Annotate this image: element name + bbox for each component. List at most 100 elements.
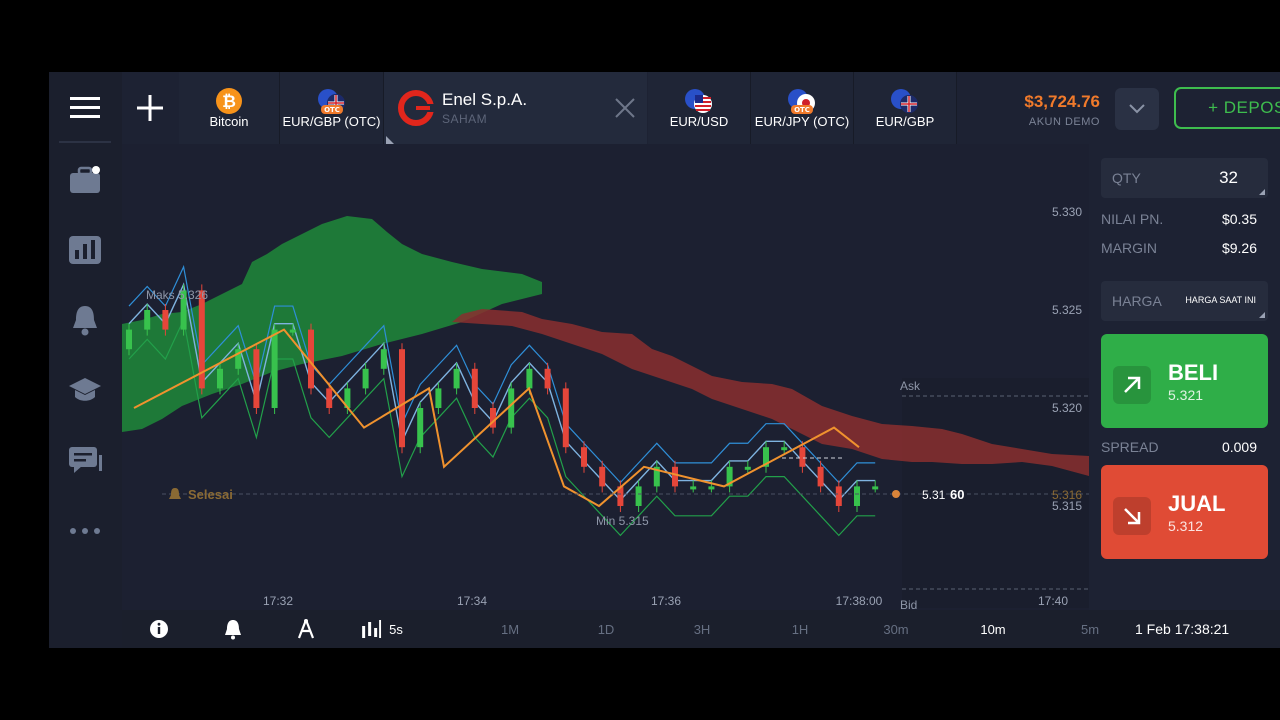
qty-corner-marker [1259, 189, 1265, 195]
tab-label: Bitcoin [209, 114, 249, 129]
candle [817, 466, 824, 487]
more-icon[interactable] [67, 513, 103, 549]
timeframe-button[interactable]: 5s [361, 610, 403, 648]
expiry-marker: Selesai [169, 487, 233, 502]
min-label: Min 5.315 [596, 514, 649, 528]
indicator-lines [128, 264, 876, 537]
candle [799, 447, 806, 467]
candle [435, 388, 442, 408]
candle [362, 368, 369, 389]
drawing-tools-button[interactable] [296, 610, 316, 648]
eur-gbp-flag-icon: OTC [317, 89, 345, 114]
tab-label: EUR/GBP [875, 114, 935, 129]
info-button[interactable] [149, 610, 169, 648]
ask-label: Ask [900, 379, 921, 393]
candle [344, 388, 351, 408]
bell-icon[interactable] [67, 302, 103, 338]
candle [380, 349, 387, 369]
sell-price: 5.312 [1168, 518, 1204, 534]
account-balance[interactable]: $3,724.76 [1024, 92, 1100, 111]
bid-label: Bid [900, 598, 917, 610]
margin-label: MARGIN [1101, 240, 1157, 256]
graduation-cap-icon[interactable] [67, 372, 103, 408]
sell-button[interactable]: JUAL 5.312 [1101, 465, 1268, 559]
candles [126, 284, 879, 512]
candle [635, 486, 642, 506]
plus-icon [137, 95, 163, 121]
candle [326, 388, 333, 408]
candle [289, 329, 296, 333]
y-tick-label: 5.320 [1052, 401, 1083, 415]
buy-label: BELI [1168, 360, 1219, 385]
close-tab-button[interactable] [603, 72, 647, 144]
tab-eur-gbp[interactable]: EUR/GBP [854, 72, 957, 144]
tab-label: EUR/JPY (OTC) [754, 114, 850, 129]
candles-icon [362, 620, 382, 638]
candle [144, 310, 151, 330]
candle [126, 329, 132, 350]
harga-value[interactable]: HARGA SAAT INI [1185, 295, 1256, 305]
arrow-down-right-icon [1113, 497, 1151, 535]
timeframe-label: 5s [389, 621, 403, 637]
tab-eur-gbp-otc[interactable]: OTC EUR/GBP (OTC) [280, 72, 384, 144]
tab-eur-usd[interactable]: EUR/USD [648, 72, 751, 144]
datetime-readout: 1 Feb 17:38:21 [1135, 621, 1230, 637]
candle [417, 408, 424, 448]
candle [617, 486, 624, 506]
period-1d[interactable]: 1D [597, 621, 615, 637]
x-tick-label: 17:38:00 [835, 594, 883, 608]
tab-subtitle: SAHAM [442, 112, 488, 126]
period-5m[interactable]: 5m [1080, 621, 1100, 637]
margin-row: MARGIN $9.26 [1101, 240, 1257, 256]
alert-button[interactable] [223, 610, 243, 648]
tab-enel-active[interactable]: Enel S.p.A. SAHAM [384, 72, 604, 144]
current-price-dot [892, 490, 900, 498]
eur-jpy-flag-icon: OTC [788, 89, 815, 114]
eur-usd-flag-icon [685, 89, 712, 113]
expiry-label: Selesai [188, 487, 233, 502]
period-30m[interactable]: 30m [883, 621, 909, 637]
svg-text:₿: ₿ [222, 92, 236, 112]
account-dropdown-button[interactable] [1115, 88, 1159, 130]
svg-text:OTC: OTC [794, 106, 810, 114]
menu-icon[interactable] [67, 90, 103, 126]
ichimoku-bullish-cloud [122, 216, 542, 432]
sidebar [49, 72, 122, 648]
candle [271, 329, 278, 408]
add-asset-button[interactable] [122, 72, 178, 144]
tab-eur-jpy-otc[interactable]: OTC EUR/JPY (OTC) [751, 72, 854, 144]
qty-field[interactable]: QTY 32 [1101, 158, 1268, 198]
ma-line [128, 282, 876, 502]
info-icon [150, 620, 168, 638]
chat-icon[interactable] [67, 442, 103, 478]
nilai-value: $0.35 [1221, 211, 1257, 227]
chart-canvas[interactable]: Maks 5.326 Min 5.315 Ask Bid Selesai 5.3… [122, 144, 1089, 612]
period-3h[interactable]: 3H [693, 621, 711, 637]
x-tick-label: 17:34 [456, 594, 488, 608]
candle [599, 466, 606, 487]
price-chart[interactable]: Maks 5.326 Min 5.315 Ask Bid Selesai 5.3… [122, 144, 1089, 612]
period-1h[interactable]: 1H [791, 621, 809, 637]
bottom-toolbar: 5s 1M 1D 3H 1H 30m 10m 5m 1 Feb 17:38:21 [122, 610, 1280, 648]
candle [471, 368, 478, 408]
candle [308, 329, 314, 389]
period-10m[interactable]: 10m [980, 621, 1006, 637]
harga-field[interactable]: HARGA HARGA SAAT INI [1101, 281, 1268, 321]
deposit-button[interactable]: + DEPOSIT [1174, 87, 1280, 129]
buy-button[interactable]: BELI 5.321 [1101, 334, 1268, 428]
current-price-axis-label: 5.316 [1052, 488, 1082, 502]
period-1m[interactable]: 1M [500, 621, 520, 637]
candle [562, 388, 569, 448]
harga-label: HARGA [1112, 293, 1162, 309]
tab-bitcoin[interactable]: ₿ Bitcoin [179, 72, 280, 144]
chart-bars-icon[interactable] [67, 232, 103, 268]
portfolio-icon[interactable] [67, 162, 103, 198]
candle [217, 368, 223, 389]
candle [581, 447, 587, 467]
candle [872, 486, 879, 490]
tab-label: EUR/GBP (OTC) [282, 114, 381, 129]
bell-icon [169, 488, 181, 499]
candle [399, 349, 405, 448]
x-tick-label: 17:32 [262, 594, 294, 608]
qty-value[interactable]: 32 [1219, 168, 1238, 187]
